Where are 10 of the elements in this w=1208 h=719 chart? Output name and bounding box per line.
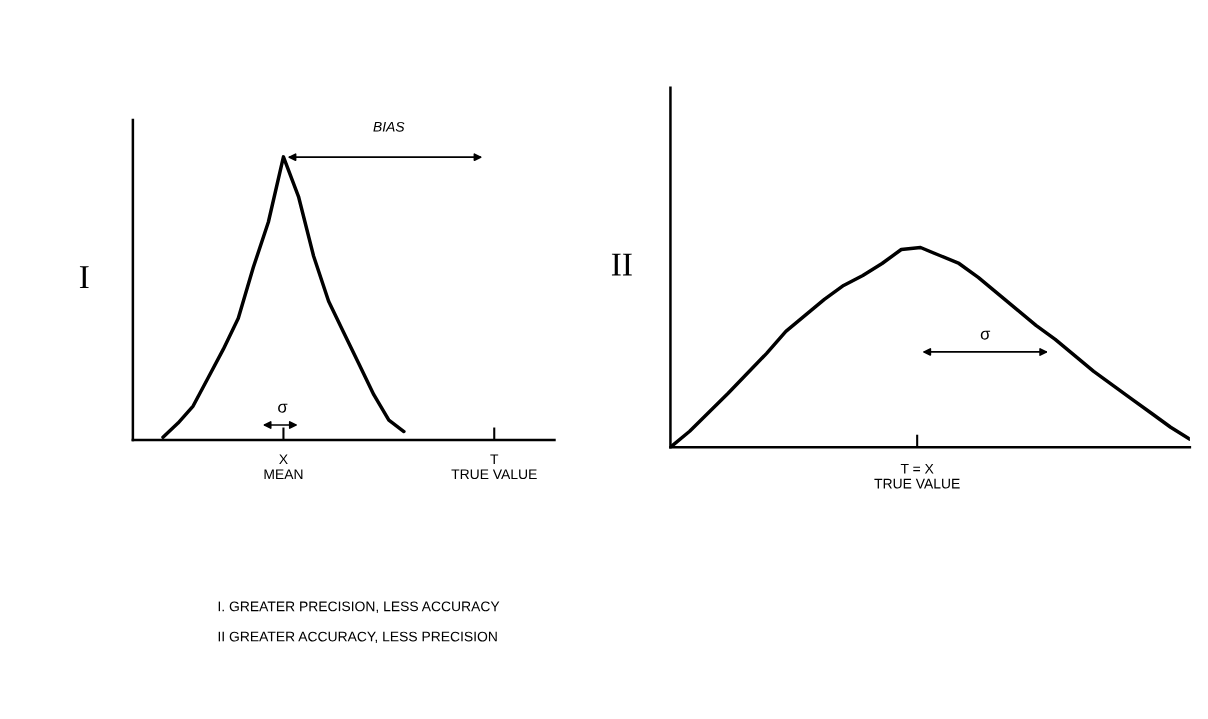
annotation: σ <box>980 330 991 340</box>
x-tick-label: T TRUE VALUE <box>451 454 537 480</box>
text: I. GREATER PRECISION, LESS ACCURACY <box>218 601 500 613</box>
annotation: σ <box>278 403 288 413</box>
text: BIAS <box>373 121 405 132</box>
text: II GREATER ACCURACY, LESS PRECISION <box>218 631 497 644</box>
y-axis-title: I <box>79 266 89 289</box>
y-axis-title: II <box>611 253 632 276</box>
x-tick-label: X MEAN <box>264 454 303 479</box>
text: T = X TRUE VALUE <box>874 463 960 489</box>
